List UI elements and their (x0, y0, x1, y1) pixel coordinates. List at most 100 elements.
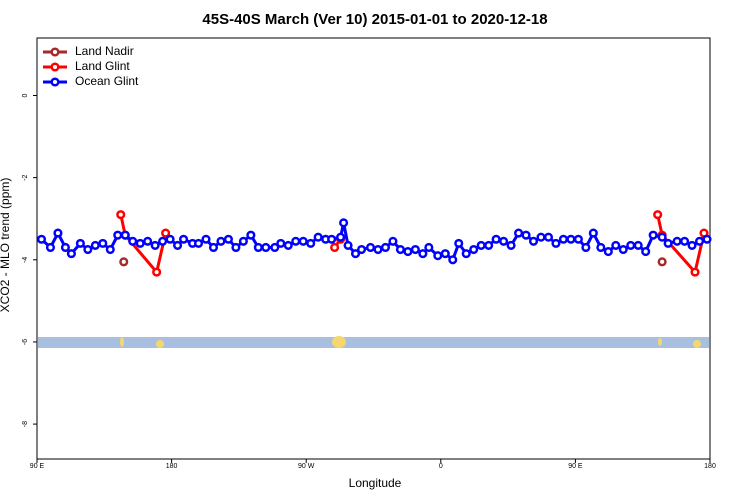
data-point (343, 240, 353, 250)
x-tick-label: 90 W (298, 463, 315, 470)
data-point (536, 232, 546, 242)
data-point (469, 244, 479, 255)
y-tick-label: 0 (22, 93, 29, 97)
data-point (657, 257, 667, 267)
land-spot (120, 337, 124, 347)
data-point (143, 236, 153, 246)
data-point (253, 242, 263, 253)
data-point (448, 255, 458, 265)
data-point (373, 244, 383, 255)
data-point (618, 244, 628, 255)
surface-strip (38, 336, 709, 348)
data-point (53, 228, 63, 238)
x-tick-label: 180 (166, 463, 178, 470)
y-tick-label: -6 (22, 339, 29, 345)
data-point (66, 249, 76, 259)
ocean-strip (38, 337, 709, 348)
data-point (128, 236, 138, 246)
data-point (694, 236, 705, 246)
data-point (75, 238, 85, 248)
y-tick-label: -2 (22, 174, 29, 180)
data-point (90, 240, 100, 250)
data-point (270, 242, 280, 253)
y-tick-label: -4 (22, 257, 29, 263)
plot-frame (36, 37, 711, 460)
data-point (120, 230, 130, 240)
data-point (418, 249, 428, 259)
data-point (410, 244, 420, 255)
data-point (521, 230, 531, 240)
data-point (313, 232, 323, 242)
legend-marker (50, 62, 60, 72)
data-point (261, 242, 271, 253)
data-point (36, 234, 47, 244)
data-point (223, 234, 233, 244)
legend-marker (50, 47, 60, 57)
data-point (690, 267, 700, 277)
data-point (484, 240, 494, 250)
data-point (611, 240, 621, 250)
data-point (119, 257, 129, 267)
data-point (365, 242, 376, 253)
data-point (663, 238, 673, 248)
data-point (339, 218, 349, 228)
data-point (403, 247, 413, 257)
data-point (150, 240, 160, 250)
x-tick-label: 90 E (568, 463, 583, 470)
data-point (291, 236, 301, 246)
data-point (276, 238, 286, 248)
data-point (581, 242, 591, 253)
land-spot (156, 340, 164, 348)
data-point (514, 228, 524, 238)
data-point (246, 230, 256, 240)
data-point (158, 236, 168, 246)
data-point (702, 234, 712, 244)
data-point (45, 242, 56, 253)
data-point (298, 236, 308, 246)
data-point (440, 249, 450, 259)
data-point (454, 238, 464, 248)
land-spot (693, 340, 701, 348)
data-point (528, 236, 539, 246)
data-point (113, 230, 123, 240)
data-point (306, 238, 316, 248)
data-point (356, 244, 367, 255)
data-point (476, 240, 486, 250)
data-point (351, 249, 361, 259)
data-point (588, 228, 598, 238)
data-point (395, 244, 405, 255)
data-point (336, 232, 346, 242)
data-point (238, 236, 248, 246)
data-point (179, 234, 189, 244)
data-point (388, 236, 398, 246)
data-point (330, 242, 340, 253)
data-point (596, 242, 606, 253)
data-point (152, 267, 162, 277)
data-point (283, 240, 293, 250)
data-point (98, 238, 108, 248)
data-point (653, 210, 663, 220)
land-spot (332, 336, 346, 348)
data-point (327, 234, 337, 244)
data-point (165, 234, 175, 244)
data-point (461, 249, 471, 259)
data-point (687, 240, 697, 250)
series-line (119, 214, 168, 276)
x-tick-label: 90 E (30, 463, 45, 470)
data-point (201, 234, 211, 244)
x-axis-label: Longitude (349, 476, 402, 490)
data-point (506, 240, 516, 250)
data-point (499, 236, 509, 246)
data-point (433, 251, 443, 261)
data-point (83, 244, 93, 255)
data-point (633, 240, 643, 250)
data-point (216, 236, 226, 246)
legend-label: Land Nadir (75, 44, 134, 58)
data-point (558, 234, 568, 244)
data-point (60, 242, 70, 253)
data-point (657, 232, 667, 242)
series (119, 257, 667, 267)
series-line (656, 214, 706, 276)
